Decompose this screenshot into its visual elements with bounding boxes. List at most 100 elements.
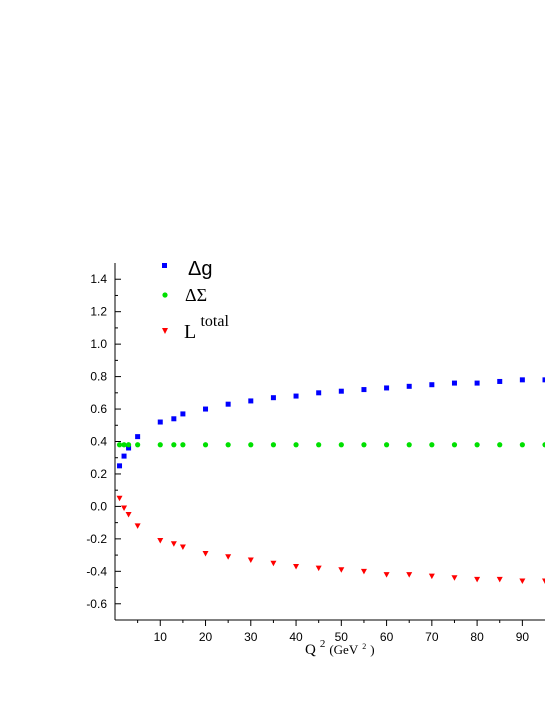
- y-tick-label: 1.0: [90, 337, 107, 351]
- data-points: [116, 377, 545, 585]
- point-dsigma: [157, 442, 163, 448]
- point-ltotal: [121, 505, 128, 512]
- y-tick-label: 1.2: [90, 305, 107, 319]
- x-tick-label: 30: [244, 630, 258, 644]
- point-dg: [474, 380, 480, 386]
- point-dsigma: [497, 442, 503, 448]
- point-dsigma: [361, 442, 367, 448]
- y-tick-label: 0.2: [90, 467, 107, 481]
- point-dg: [384, 385, 390, 391]
- point-dg: [248, 398, 254, 404]
- point-dsigma: [316, 442, 322, 448]
- point-dsigma: [125, 442, 132, 448]
- point-dsigma: [248, 442, 254, 448]
- point-dsigma: [451, 442, 458, 448]
- point-ltotal: [202, 550, 209, 557]
- x-tick-label: 40: [289, 630, 303, 644]
- point-dg: [171, 416, 177, 422]
- point-dsigma: [383, 442, 390, 448]
- point-dsigma: [542, 442, 545, 448]
- point-dsigma: [474, 442, 480, 448]
- legend-marker-ltotal: [162, 328, 168, 334]
- point-dsigma: [180, 442, 186, 448]
- point-dg: [117, 463, 123, 469]
- legend-marker-dg: [162, 263, 167, 268]
- point-dsigma: [116, 442, 123, 448]
- point-dsigma: [338, 442, 344, 448]
- legend-label-dg: Δg: [188, 258, 212, 280]
- point-dg: [180, 411, 186, 417]
- y-tick-label: -0.6: [86, 597, 107, 611]
- point-dsigma: [171, 442, 177, 448]
- y-tick-label: 0.6: [90, 402, 107, 416]
- point-dg: [126, 445, 132, 451]
- point-ltotal: [474, 576, 481, 583]
- point-dsigma: [293, 442, 299, 448]
- point-ltotal: [496, 576, 503, 583]
- point-ltotal: [383, 572, 390, 578]
- point-ltotal: [247, 557, 254, 563]
- point-dg: [121, 453, 127, 459]
- legend-marker-dsigma: [162, 292, 168, 298]
- point-ltotal: [170, 541, 177, 547]
- point-ltotal: [134, 523, 141, 529]
- point-dg: [293, 393, 299, 399]
- point-ltotal: [315, 565, 322, 572]
- point-ltotal: [125, 512, 132, 518]
- point-dg: [429, 382, 435, 388]
- point-dg: [361, 387, 367, 393]
- y-ticks: 1.4 1.2 1.0 0.8 0.6 0.4 0.2 0.0 -0.2 -0.4 -0.6: [86, 272, 121, 611]
- legend: Δg ΔΣ L total: [162, 258, 229, 343]
- point-dsigma: [225, 442, 231, 448]
- point-dsigma: [406, 442, 412, 448]
- point-ltotal: [542, 578, 545, 585]
- y-tick-label: -0.4: [86, 564, 107, 578]
- axes: [114, 263, 545, 621]
- point-dg: [451, 380, 457, 386]
- point-ltotal: [360, 568, 367, 575]
- y-tick-label: -0.2: [86, 532, 107, 546]
- point-ltotal: [451, 575, 458, 581]
- x-tick-label: 80: [470, 630, 484, 644]
- x-tick-label: 20: [199, 630, 213, 644]
- point-ltotal: [270, 560, 277, 567]
- point-ltotal: [406, 572, 413, 578]
- point-ltotal: [157, 537, 164, 544]
- x-tick-label: 60: [380, 630, 394, 644]
- y-tick-label: 1.4: [90, 272, 107, 286]
- point-dg: [406, 383, 412, 389]
- point-dsigma: [270, 442, 277, 448]
- y-tick-label: 0.8: [90, 370, 107, 384]
- point-ltotal: [519, 578, 526, 585]
- point-ltotal: [428, 573, 435, 580]
- point-dsigma: [121, 442, 127, 448]
- point-dg: [497, 378, 503, 384]
- point-dg: [338, 388, 344, 394]
- y-tick-label: 0.0: [90, 499, 107, 513]
- point-dg: [203, 406, 209, 412]
- point-dg: [225, 401, 231, 407]
- x-tick-label: 10: [154, 630, 168, 644]
- point-dg: [270, 395, 276, 401]
- point-dg: [157, 419, 163, 425]
- point-dg: [542, 377, 545, 383]
- point-ltotal: [338, 567, 345, 573]
- point-dsigma: [519, 442, 525, 448]
- point-ltotal: [225, 554, 232, 560]
- point-ltotal: [116, 495, 123, 502]
- point-dg: [135, 434, 141, 440]
- point-dsigma: [135, 442, 141, 448]
- point-ltotal: [293, 563, 300, 570]
- point-dg: [316, 390, 322, 396]
- legend-label-dsigma: ΔΣ: [185, 285, 207, 305]
- x-axis-label: Q 2 (GeV 2 ): [305, 634, 375, 658]
- point-dsigma: [429, 442, 435, 448]
- x-tick-label: 50: [335, 630, 349, 644]
- y-tick-label: 0.4: [90, 435, 107, 449]
- x-tick-label: 90: [516, 630, 530, 644]
- point-dg: [519, 377, 525, 383]
- point-ltotal: [179, 544, 186, 550]
- legend-label-ltotal: L total: [184, 313, 229, 343]
- x-tick-label: 70: [425, 630, 439, 644]
